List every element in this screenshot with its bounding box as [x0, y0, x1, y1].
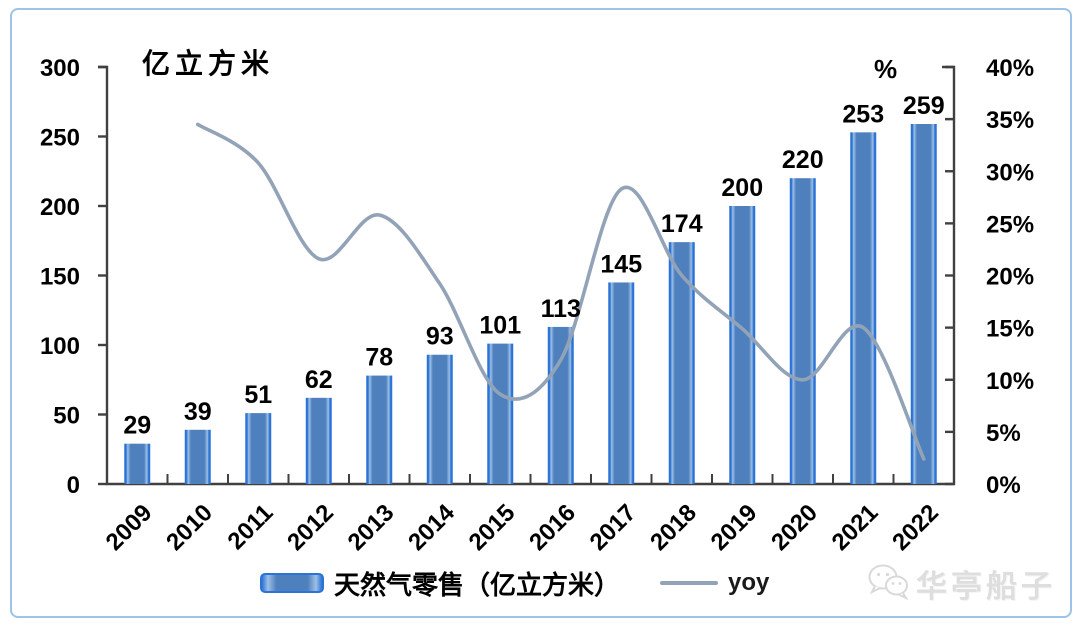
left-axis-tick-label: 300	[40, 55, 80, 82]
x-axis-label-2012: 2012	[282, 499, 339, 556]
x-axis-label-2011: 2011	[223, 499, 279, 555]
bar-value-label-2019: 200	[721, 174, 763, 202]
x-axis-label-2020: 2020	[766, 499, 823, 556]
chart-card: 0 50 100 150 200 250 300 0% 5% 10% 15% 20% 25% 30% 35%…	[10, 8, 1072, 618]
bar-2018	[668, 242, 695, 484]
bar-2012	[305, 397, 332, 484]
x-axis-label-2009: 2009	[101, 499, 158, 556]
right-axis-tick-label: 20%	[986, 264, 1034, 291]
left-axis-title: 亿立方米	[142, 49, 275, 80]
bar-value-label-2018: 174	[661, 210, 703, 238]
bar-2010	[184, 429, 211, 484]
right-axis-tick-label: 25%	[986, 211, 1034, 238]
left-axis-tick-label: 0	[67, 472, 80, 499]
bar-2013	[366, 375, 393, 484]
right-axis-tick-label: 40%	[986, 55, 1034, 82]
legend-bar-label: 天然气零售（亿立方米）	[334, 570, 621, 600]
left-axis-tick-label: 50	[53, 403, 80, 430]
bar-2009	[124, 443, 151, 484]
bar-2011	[245, 413, 272, 484]
x-axis-label-2017: 2017	[585, 499, 642, 556]
right-axis-tick-label: 15%	[986, 316, 1034, 343]
x-axis-label-2010: 2010	[161, 499, 218, 556]
x-axis-label-2021: 2021	[827, 499, 884, 556]
right-axis-tick-label: 0%	[986, 472, 1021, 499]
bar-value-label-2016: 113	[541, 295, 581, 323]
left-axis-tick-label: 100	[40, 333, 80, 360]
bar-2017	[608, 282, 635, 484]
bar-value-label-2014: 93	[426, 323, 454, 351]
yoy-line	[195, 122, 926, 461]
bar-2015	[487, 343, 514, 484]
right-axis-title: %	[874, 54, 898, 84]
bar-2020	[789, 178, 816, 484]
wechat-icon	[866, 562, 910, 605]
left-axis-tick-label: 200	[40, 194, 80, 221]
bar-value-label-2017: 145	[600, 250, 642, 278]
bar-2016	[547, 326, 574, 484]
axis-frame	[98, 65, 956, 486]
legend: 天然气零售（亿立方米） yoy	[260, 566, 769, 600]
left-axis-tick-label: 150	[40, 264, 80, 291]
bar-value-label-2012: 62	[305, 366, 333, 394]
bar-value-label-2020: 220	[782, 146, 824, 174]
right-axis-tick-label: 10%	[986, 368, 1034, 395]
x-axis-label-2019: 2019	[706, 499, 763, 556]
chart-plot: 0 50 100 150 200 250 300 0% 5% 10% 15% 20% 25% 30% 35%…	[40, 55, 1034, 556]
watermark: 华亭船子	[866, 561, 1056, 606]
x-axis-label-2014: 2014	[403, 499, 460, 556]
bar-value-label-2011: 51	[244, 381, 272, 409]
right-axis-tick-label: 5%	[986, 420, 1021, 447]
bar-2022	[910, 123, 937, 485]
right-axis-tick-label: 35%	[986, 107, 1034, 134]
bar-value-label-2013: 78	[365, 344, 393, 372]
bar-2019	[729, 206, 756, 484]
bar-value-label-2015: 101	[479, 312, 521, 340]
bar-value-label-2010: 39	[184, 398, 212, 426]
x-axis-label-2013: 2013	[343, 499, 400, 556]
right-axis-tick-label: 30%	[986, 159, 1034, 186]
bar-2014	[426, 354, 453, 484]
left-axis-tick-label: 250	[40, 125, 80, 152]
legend-line-label: yoy	[728, 569, 770, 596]
x-axis-label-2016: 2016	[524, 499, 581, 556]
bar-2021	[850, 132, 877, 484]
bar-value-label-2021: 253	[842, 100, 884, 128]
legend-line-swatch	[660, 581, 719, 585]
bar-value-label-2009: 29	[123, 412, 151, 440]
x-axis-label-2022: 2022	[887, 499, 944, 556]
legend-bar-swatch	[260, 573, 324, 593]
watermark-text: 华亭船子	[916, 569, 1056, 604]
bar-value-label-2022: 259	[903, 92, 945, 120]
x-axis-label-2015: 2015	[464, 499, 521, 556]
x-axis-label-2018: 2018	[645, 499, 702, 556]
